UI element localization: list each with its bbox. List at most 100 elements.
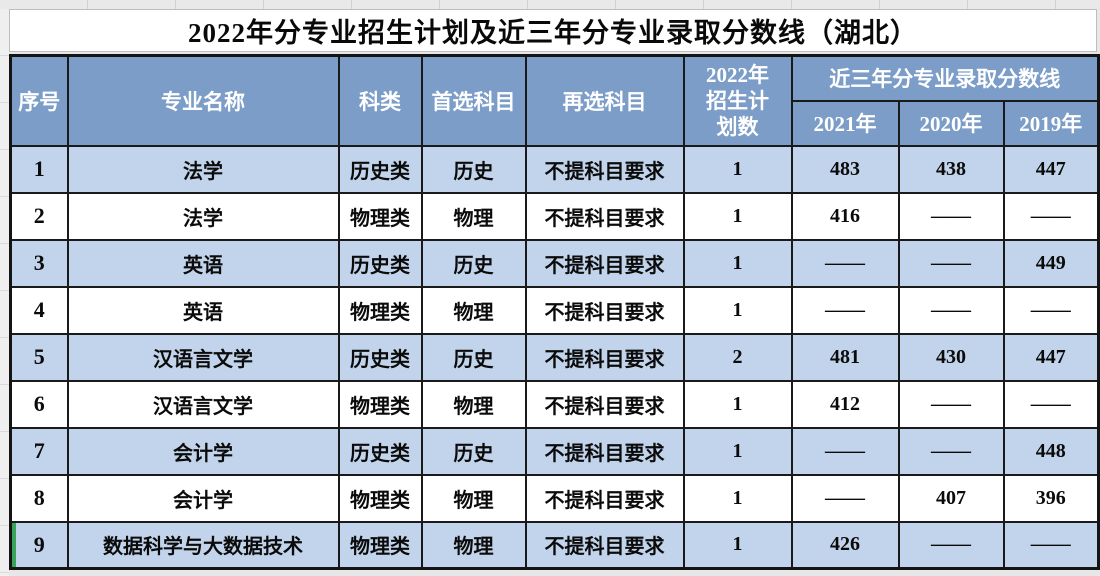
- cell-first-subject[interactable]: 历史: [420, 426, 527, 476]
- col-header-plan-2022[interactable]: 2022年 招生计 划数: [682, 54, 793, 147]
- cell-plan-2022[interactable]: 1: [682, 426, 793, 476]
- col-header-2021[interactable]: 2021年: [790, 99, 900, 147]
- cell-second-subject[interactable]: 不提科目要求: [524, 426, 685, 476]
- cell-second-subject[interactable]: 不提科目要求: [524, 191, 685, 241]
- cell-category[interactable]: 物理类: [337, 379, 423, 429]
- cell-no[interactable]: 1: [9, 144, 69, 194]
- cell-score-2020[interactable]: ——: [897, 285, 1005, 335]
- table-header: 序号 专业名称 科类 首选科目 再选科目 2022年 招生计 划数 近三年分专业…: [9, 54, 1100, 147]
- cell-plan-2022[interactable]: 1: [682, 238, 793, 288]
- cell-second-subject[interactable]: 不提科目要求: [524, 238, 685, 288]
- cell-score-2019[interactable]: 447: [1002, 332, 1100, 382]
- cell-second-subject[interactable]: 不提科目要求: [524, 379, 685, 429]
- cell-score-2020[interactable]: ——: [897, 379, 1005, 429]
- cell-plan-2022[interactable]: 1: [682, 379, 793, 429]
- cell-score-2019[interactable]: ——: [1002, 520, 1100, 570]
- cell-score-2021[interactable]: 416: [790, 191, 900, 241]
- cell-score-2020[interactable]: ——: [897, 426, 1005, 476]
- cell-score-2021[interactable]: ——: [790, 473, 900, 523]
- cell-score-2020[interactable]: 438: [897, 144, 1005, 194]
- cell-major[interactable]: 会计学: [66, 473, 340, 523]
- cell-category[interactable]: 物理类: [337, 191, 423, 241]
- col-header-2019[interactable]: 2019年: [1002, 99, 1100, 147]
- cell-plan-2022[interactable]: 1: [682, 520, 793, 570]
- cell-category[interactable]: 历史类: [337, 332, 423, 382]
- admission-table: 序号 专业名称 科类 首选科目 再选科目 2022年 招生计 划数 近三年分专业…: [9, 54, 1100, 570]
- cell-score-2019[interactable]: 449: [1002, 238, 1100, 288]
- cell-score-2021[interactable]: 412: [790, 379, 900, 429]
- table-row: 1 法学 历史类 历史 不提科目要求 1 483 438 447: [9, 144, 1100, 194]
- cell-score-2020[interactable]: ——: [897, 191, 1005, 241]
- col-header-recent-scores[interactable]: 近三年分专业录取分数线: [790, 54, 1100, 102]
- cell-score-2021[interactable]: ——: [790, 238, 900, 288]
- cell-first-subject[interactable]: 历史: [420, 332, 527, 382]
- cell-no[interactable]: 2: [9, 191, 69, 241]
- cell-score-2020[interactable]: 430: [897, 332, 1005, 382]
- cell-score-2019[interactable]: 396: [1002, 473, 1100, 523]
- cell-second-subject[interactable]: 不提科目要求: [524, 144, 685, 194]
- cell-category[interactable]: 物理类: [337, 285, 423, 335]
- cell-second-subject[interactable]: 不提科目要求: [524, 285, 685, 335]
- cell-score-2019[interactable]: 448: [1002, 426, 1100, 476]
- cell-score-2021[interactable]: 483: [790, 144, 900, 194]
- cell-second-subject[interactable]: 不提科目要求: [524, 520, 685, 570]
- cell-major[interactable]: 会计学: [66, 426, 340, 476]
- cell-major[interactable]: 数据科学与大数据技术: [66, 520, 340, 570]
- col-header-2020[interactable]: 2020年: [897, 99, 1005, 147]
- cell-score-2021[interactable]: 426: [790, 520, 900, 570]
- cell-second-subject[interactable]: 不提科目要求: [524, 332, 685, 382]
- cell-no[interactable]: 5: [9, 332, 69, 382]
- cell-first-subject[interactable]: 物理: [420, 191, 527, 241]
- cell-plan-2022[interactable]: 1: [682, 285, 793, 335]
- cell-no[interactable]: 3: [9, 238, 69, 288]
- cell-first-subject[interactable]: 历史: [420, 238, 527, 288]
- admission-table-area: 2022年分专业招生计划及近三年分专业录取分数线（湖北） 序号 专业名称 科类 …: [9, 9, 1100, 570]
- spreadsheet-top-cells: [0, 0, 1100, 9]
- cell-plan-2022[interactable]: 1: [682, 473, 793, 523]
- cell-second-subject[interactable]: 不提科目要求: [524, 473, 685, 523]
- cell-category[interactable]: 历史类: [337, 238, 423, 288]
- cell-score-2021[interactable]: ——: [790, 285, 900, 335]
- cell-score-2019[interactable]: ——: [1002, 191, 1100, 241]
- cell-plan-2022[interactable]: 1: [682, 191, 793, 241]
- cell-score-2019[interactable]: ——: [1002, 285, 1100, 335]
- cell-score-2019[interactable]: 447: [1002, 144, 1100, 194]
- cell-first-subject[interactable]: 物理: [420, 473, 527, 523]
- cell-category[interactable]: 物理类: [337, 520, 423, 570]
- cell-first-subject[interactable]: 物理: [420, 379, 527, 429]
- cell-score-2021[interactable]: 481: [790, 332, 900, 382]
- table-row: 4 英语 物理类 物理 不提科目要求 1 —— —— ——: [9, 285, 1100, 335]
- cell-score-2020[interactable]: ——: [897, 520, 1005, 570]
- cell-major[interactable]: 法学: [66, 191, 340, 241]
- col-header-category[interactable]: 科类: [337, 54, 423, 147]
- cell-major[interactable]: 汉语言文学: [66, 332, 340, 382]
- cell-no[interactable]: 9: [9, 520, 69, 570]
- cell-first-subject[interactable]: 历史: [420, 144, 527, 194]
- cell-category[interactable]: 物理类: [337, 473, 423, 523]
- cell-no[interactable]: 4: [9, 285, 69, 335]
- cell-no[interactable]: 8: [9, 473, 69, 523]
- cell-major[interactable]: 英语: [66, 238, 340, 288]
- cell-first-subject[interactable]: 物理: [420, 520, 527, 570]
- col-header-first-subject[interactable]: 首选科目: [420, 54, 527, 147]
- cell-score-2020[interactable]: 407: [897, 473, 1005, 523]
- cell-major[interactable]: 汉语言文学: [66, 379, 340, 429]
- table-row: 3 英语 历史类 历史 不提科目要求 1 —— —— 449: [9, 238, 1100, 288]
- cell-first-subject[interactable]: 物理: [420, 285, 527, 335]
- col-header-second-subject[interactable]: 再选科目: [524, 54, 685, 147]
- col-header-no[interactable]: 序号: [9, 54, 69, 147]
- cell-plan-2022[interactable]: 2: [682, 332, 793, 382]
- col-header-major[interactable]: 专业名称: [66, 54, 340, 147]
- cell-score-2019[interactable]: ——: [1002, 379, 1100, 429]
- cell-no[interactable]: 6: [9, 379, 69, 429]
- cell-no[interactable]: 7: [9, 426, 69, 476]
- cell-major[interactable]: 法学: [66, 144, 340, 194]
- cell-category[interactable]: 历史类: [337, 144, 423, 194]
- cell-category[interactable]: 历史类: [337, 426, 423, 476]
- cell-major[interactable]: 英语: [66, 285, 340, 335]
- cell-score-2020[interactable]: ——: [897, 238, 1005, 288]
- cell-plan-2022[interactable]: 1: [682, 144, 793, 194]
- table-row: 6 汉语言文学 物理类 物理 不提科目要求 1 412 —— ——: [9, 379, 1100, 429]
- cell-score-2021[interactable]: ——: [790, 426, 900, 476]
